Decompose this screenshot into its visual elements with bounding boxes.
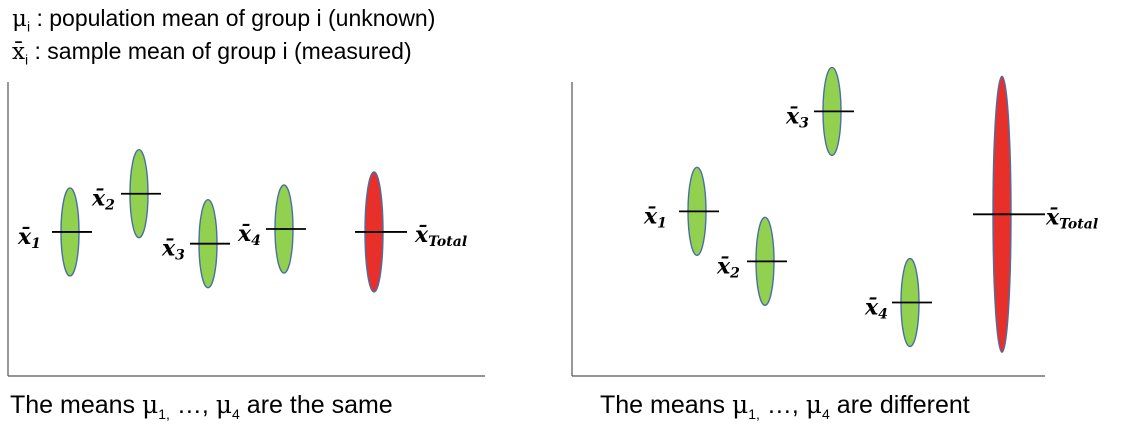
legend-xbar-line: x̄i : sample mean of group i (measured) [12, 38, 412, 68]
group-3: x̄3 [161, 198, 230, 289]
mean-symbol: x̄ [716, 253, 731, 279]
mean-symbol: x̄ [414, 222, 429, 248]
total-mean-label: x̄Total [1045, 204, 1098, 232]
mean-symbol: x̄ [643, 203, 658, 229]
mu-subscript: i [26, 18, 31, 35]
total: x̄Total [355, 171, 467, 293]
group-2: x̄2 [716, 216, 787, 307]
group-1: x̄1 [17, 187, 92, 277]
group-mean-label-3: x̄3 [161, 236, 185, 264]
caption-mu-4: μ [215, 390, 233, 419]
total: x̄Total [973, 75, 1098, 354]
mu-symbol: μ [12, 6, 27, 32]
caption-middle: …, [169, 391, 216, 419]
mean-symbol: x̄ [161, 236, 176, 262]
caption-suffix: are different [829, 391, 970, 419]
caption-sub-1: 1, [158, 406, 170, 422]
caption-sub-4: 4 [232, 406, 240, 422]
group-mean-label-3: x̄3 [785, 103, 809, 131]
mu-definition: : population mean of group i (unknown) [30, 5, 436, 31]
legend-mu-line: μi : population mean of group i (unknown… [12, 5, 436, 35]
group-mean-label-2: x̄2 [716, 253, 740, 281]
group-marks: x̄1x̄2x̄3x̄4x̄Total [643, 66, 1098, 354]
caption-sub-1: 1, [748, 406, 760, 422]
mean-subscript: Total [428, 234, 467, 250]
mean-subscript: 1 [657, 215, 667, 231]
group-mean-label-4: x̄4 [237, 221, 261, 249]
caption-suffix: are the same [239, 391, 393, 419]
mean-symbol: x̄ [237, 221, 252, 247]
caption-middle: …, [759, 391, 806, 419]
mean-subscript: 2 [729, 265, 740, 281]
mean-subscript: Total [1059, 216, 1098, 232]
mean-symbol: x̄ [17, 224, 32, 250]
caption-sub-4: 4 [822, 406, 830, 422]
mean-subscript: 4 [251, 233, 261, 249]
mean-subscript: 2 [104, 198, 115, 214]
xbar-definition: : sample mean of group i (measured) [28, 38, 412, 64]
xbar-symbol: x̄ [12, 39, 25, 65]
caption-same: The means μ1, …, μ4 are the same [10, 390, 393, 422]
panel-different: x̄1x̄2x̄3x̄4x̄Total [571, 66, 1098, 377]
caption-prefix: The means [600, 391, 733, 419]
caption-mu-1: μ [142, 390, 159, 419]
mean-subscript: 3 [175, 248, 185, 264]
mean-subscript: 3 [799, 115, 809, 131]
mean-subscript: 4 [878, 307, 888, 323]
caption-mu-1: μ [732, 390, 749, 419]
group-mean-label-1: x̄1 [643, 203, 667, 231]
caption-different: The means μ1, …, μ4 are different [600, 390, 970, 422]
panel-same: x̄1x̄2x̄3x̄4 x̄Total [7, 82, 485, 377]
group-2: x̄2 [91, 149, 161, 239]
group-mean-label-4: x̄4 [864, 295, 888, 323]
mean-symbol: x̄ [91, 186, 106, 212]
group-4: x̄4 [237, 184, 306, 274]
group-mean-label-1: x̄1 [17, 224, 41, 252]
group-4: x̄4 [864, 257, 932, 348]
group-mean-label-2: x̄2 [91, 186, 115, 214]
total-mean-label: x̄Total [414, 222, 467, 250]
group-3: x̄3 [785, 66, 854, 157]
xbar-subscript: i [24, 51, 29, 68]
group-1: x̄1 [643, 166, 719, 257]
mean-symbol: x̄ [785, 103, 800, 129]
mean-symbol: x̄ [1045, 204, 1060, 230]
caption-prefix: The means [10, 391, 143, 419]
mean-subscript: 1 [31, 236, 41, 252]
caption-mu-4: μ [805, 390, 823, 419]
mean-symbol: x̄ [864, 295, 879, 321]
